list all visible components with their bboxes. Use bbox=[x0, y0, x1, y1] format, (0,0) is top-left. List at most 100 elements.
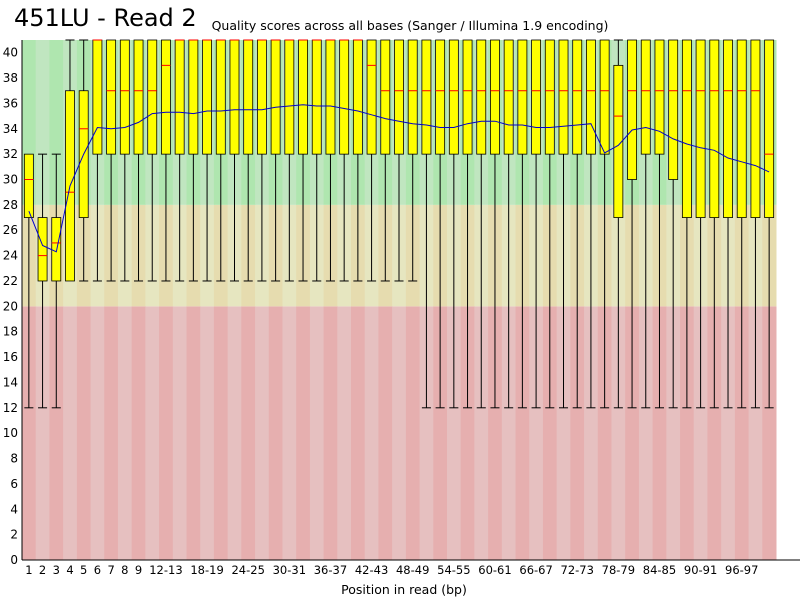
box bbox=[435, 39, 446, 155]
poor-band-stripe bbox=[227, 306, 242, 560]
poor-band-stripe bbox=[488, 306, 503, 560]
box bbox=[531, 39, 542, 155]
box bbox=[654, 39, 665, 155]
poor-band-stripe bbox=[76, 306, 92, 560]
y-tick-label: 24 bbox=[3, 249, 18, 263]
x-tick-label: 96-97 bbox=[725, 563, 758, 577]
y-tick-label: 40 bbox=[3, 46, 18, 60]
x-tick-label: 48-49 bbox=[396, 563, 429, 577]
box bbox=[476, 39, 487, 155]
poor-band-stripe bbox=[392, 306, 407, 560]
x-tick-label: 84-85 bbox=[643, 563, 676, 577]
y-tick-label: 22 bbox=[3, 274, 18, 288]
x-tick-label: 3 bbox=[53, 563, 60, 577]
poor-band-stripe bbox=[501, 306, 517, 560]
box bbox=[586, 39, 596, 155]
poor-band-stripe bbox=[186, 306, 201, 560]
box bbox=[161, 39, 171, 155]
box bbox=[764, 39, 775, 218]
x-tick-label: 42-43 bbox=[355, 563, 388, 577]
x-tick-label: 36-37 bbox=[314, 563, 347, 577]
medians bbox=[24, 39, 774, 257]
box bbox=[188, 39, 199, 155]
mean-line bbox=[28, 104, 770, 253]
x-tick-label: 2 bbox=[39, 563, 46, 577]
poor-band-stripe bbox=[734, 306, 750, 560]
poor-band-stripe bbox=[63, 306, 78, 560]
box bbox=[325, 39, 336, 155]
box bbox=[37, 217, 48, 282]
poor-band-stripe bbox=[117, 306, 133, 560]
x-tick-label: 6 bbox=[94, 563, 101, 577]
box bbox=[23, 153, 34, 218]
y-tick-label: 26 bbox=[3, 223, 18, 237]
box bbox=[352, 39, 363, 155]
box bbox=[339, 39, 350, 155]
box bbox=[681, 39, 692, 218]
box bbox=[92, 39, 103, 155]
x-tick-label: 66-67 bbox=[519, 563, 552, 577]
box bbox=[421, 39, 432, 155]
box bbox=[462, 39, 473, 155]
poor-band-stripe bbox=[35, 306, 50, 560]
box bbox=[750, 39, 761, 218]
poor-band-stripe bbox=[419, 306, 434, 560]
poor-band-stripe bbox=[309, 306, 325, 560]
box bbox=[627, 39, 637, 180]
poor-band-stripe bbox=[405, 306, 421, 560]
poor-band-stripe bbox=[748, 306, 763, 560]
box bbox=[407, 39, 418, 155]
y-tick-label: 38 bbox=[3, 71, 18, 85]
box bbox=[215, 39, 226, 155]
poor-band-stripe bbox=[433, 306, 448, 560]
box bbox=[133, 39, 144, 155]
box bbox=[106, 39, 117, 155]
x-tick-label: 5 bbox=[80, 563, 87, 577]
poor-band-stripe bbox=[652, 306, 667, 560]
poor-band-stripe bbox=[446, 306, 462, 560]
poor-band-stripe bbox=[241, 306, 256, 560]
box bbox=[709, 39, 720, 218]
y-tick-label: 32 bbox=[3, 147, 18, 161]
x-tick-labels: 1 2 3 4 5 6 7 8 9 12-13 18-19 24-25 30-31 36-37 42-43 4… bbox=[25, 563, 758, 577]
box bbox=[736, 39, 747, 218]
poor-band-stripe bbox=[693, 306, 708, 560]
poor-band-stripe bbox=[296, 306, 311, 560]
box bbox=[558, 39, 569, 155]
poor-band-stripe bbox=[200, 306, 215, 560]
poor-band-stripe bbox=[597, 306, 612, 560]
page-title: 451LU - Read 2 bbox=[14, 4, 197, 32]
box bbox=[668, 39, 679, 180]
whiskers bbox=[24, 39, 774, 409]
box bbox=[723, 39, 733, 218]
box bbox=[503, 39, 514, 155]
box bbox=[448, 39, 459, 155]
box bbox=[298, 39, 308, 155]
y-tick-label: 8 bbox=[10, 452, 18, 466]
poor-band-stripe bbox=[364, 306, 379, 560]
chart-title: Quality scores across all bases (Sanger … bbox=[212, 18, 609, 33]
poor-band-stripe bbox=[474, 306, 489, 560]
y-tick-label: 30 bbox=[3, 173, 18, 187]
box bbox=[572, 39, 583, 155]
x-tick-label: 30-31 bbox=[273, 563, 306, 577]
box bbox=[366, 39, 377, 155]
y-tick-label: 36 bbox=[3, 96, 18, 110]
x-tick-label: 1 bbox=[25, 563, 32, 577]
box bbox=[147, 39, 158, 155]
poor-band-stripe bbox=[268, 306, 283, 560]
axes bbox=[21, 40, 800, 561]
box bbox=[229, 39, 240, 155]
box bbox=[270, 39, 281, 155]
box bbox=[640, 39, 651, 155]
y-tick-label: 28 bbox=[3, 198, 18, 212]
y-tick-label: 10 bbox=[3, 426, 18, 440]
poor-band-stripe bbox=[255, 306, 270, 560]
box bbox=[380, 39, 391, 155]
y-tick-label: 16 bbox=[3, 350, 18, 364]
x-tick-label: 72-73 bbox=[561, 563, 594, 577]
poor-band-stripe bbox=[104, 306, 119, 560]
poor-band-stripe bbox=[337, 306, 352, 560]
poor-band-stripe bbox=[145, 306, 160, 560]
box bbox=[394, 39, 404, 155]
